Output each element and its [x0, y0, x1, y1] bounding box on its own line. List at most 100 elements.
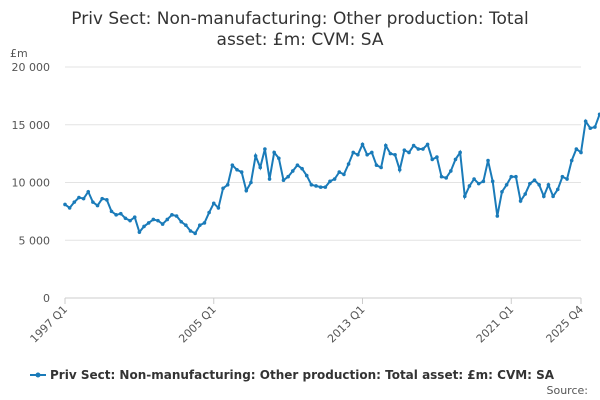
point: [202, 221, 207, 225]
point: [86, 189, 91, 194]
point: [244, 188, 249, 193]
point: [495, 214, 500, 218]
point: [365, 152, 369, 157]
point: [565, 177, 569, 181]
y-tick-label: 20 000: [12, 61, 51, 74]
x-tick-label: 2021 Q1: [474, 303, 517, 346]
point: [597, 112, 600, 117]
point: [476, 181, 481, 186]
point: [174, 214, 179, 218]
point: [523, 192, 528, 196]
point: [574, 147, 579, 151]
point: [281, 178, 286, 182]
x-tick-label: 1997 Q1: [28, 303, 71, 346]
point: [128, 218, 132, 223]
point: [230, 163, 235, 167]
point: [156, 218, 160, 223]
point: [290, 169, 295, 173]
source: Source:: [547, 384, 589, 397]
legend-label[interactable]: Priv Sect: Non-manufacturing: Other prod…: [50, 368, 555, 382]
point: [207, 210, 211, 215]
y-axis-label: £m: [10, 47, 28, 60]
point: [225, 183, 230, 187]
point: [239, 170, 244, 174]
point: [123, 216, 128, 221]
point: [388, 151, 393, 156]
point: [490, 179, 495, 184]
point: [351, 150, 356, 155]
line: [64, 114, 600, 235]
point: [304, 173, 309, 178]
point: [555, 187, 560, 192]
point: [467, 184, 472, 188]
chart-title: asset: £m: CVM: SA: [217, 30, 384, 50]
point: [318, 185, 323, 189]
point: [118, 211, 123, 216]
point: [295, 163, 300, 167]
point: [537, 183, 541, 187]
point: [137, 230, 142, 234]
y-tick-label: 0: [43, 292, 50, 305]
point: [370, 150, 374, 155]
point: [142, 224, 146, 229]
point: [518, 199, 523, 203]
point: [360, 142, 365, 147]
point: [532, 178, 537, 182]
point: [397, 167, 402, 172]
point: [263, 147, 267, 151]
point: [560, 174, 565, 179]
x-tick-label: 2013 Q1: [325, 303, 368, 346]
point: [421, 147, 425, 151]
point: [170, 213, 174, 217]
point: [249, 180, 253, 185]
point: [258, 165, 263, 170]
point: [546, 183, 551, 187]
point: [444, 176, 448, 180]
point: [221, 186, 225, 191]
point: [569, 158, 574, 163]
point: [277, 156, 281, 161]
point: [91, 200, 95, 204]
point: [272, 150, 276, 155]
legend-swatch: [35, 372, 41, 378]
point: [583, 119, 588, 124]
chart-title: Priv Sect: Non-manufacturing: Other prod…: [71, 9, 528, 29]
point: [165, 217, 170, 222]
point: [579, 150, 583, 155]
point: [216, 206, 221, 210]
point: [114, 213, 118, 217]
point: [184, 223, 188, 228]
point: [514, 174, 518, 179]
point: [253, 154, 258, 158]
point: [453, 157, 458, 162]
point: [472, 177, 476, 181]
point: [286, 174, 290, 179]
point: [151, 217, 156, 222]
y-tick-label: 10 000: [12, 177, 51, 190]
point: [411, 143, 416, 148]
x-tick-label: 2025 Q4: [544, 303, 587, 346]
point: [95, 203, 100, 208]
point: [100, 196, 104, 201]
point: [235, 167, 239, 172]
point: [179, 219, 184, 224]
point: [72, 200, 77, 204]
point: [105, 198, 109, 202]
point: [63, 202, 67, 207]
point: [337, 170, 342, 174]
point: [449, 169, 453, 173]
point: [509, 174, 514, 179]
point: [407, 150, 411, 155]
x-tick-label: 2005 Q1: [176, 303, 219, 346]
point: [323, 185, 328, 189]
point: [416, 147, 421, 151]
point: [486, 158, 490, 163]
point: [528, 181, 532, 186]
point: [67, 206, 72, 210]
point: [109, 209, 114, 214]
point: [542, 194, 546, 199]
point: [393, 152, 397, 157]
point: [314, 184, 318, 188]
point: [374, 163, 379, 167]
point: [383, 143, 388, 148]
